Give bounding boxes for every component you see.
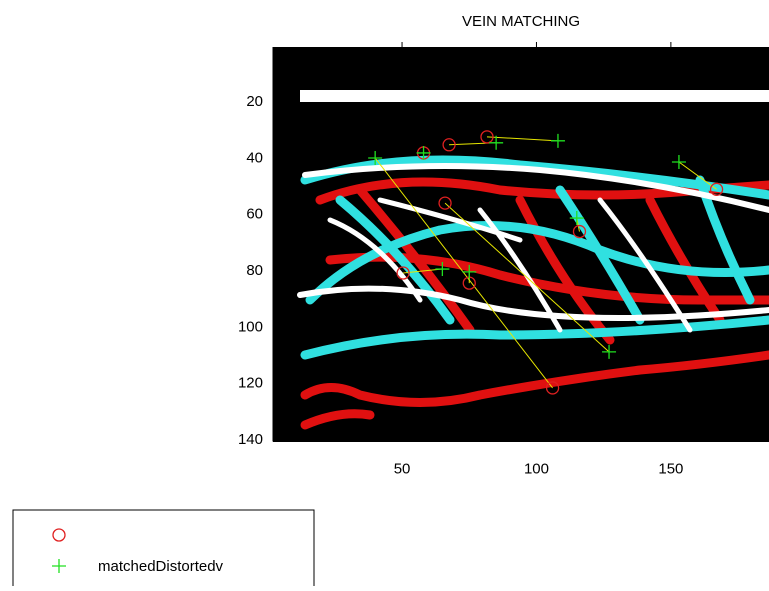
- image-background: [273, 47, 769, 442]
- chart-title: VEIN MATCHING: [462, 13, 580, 30]
- circle-marker: [438, 196, 452, 210]
- y-tick-label: 100: [238, 318, 263, 335]
- match-line: [444, 202, 610, 353]
- match-line: [678, 161, 717, 190]
- image-band: [300, 90, 769, 102]
- y-tick-label: 120: [238, 375, 263, 392]
- y-tick-label: 80: [246, 262, 263, 279]
- plus-marker: [435, 262, 450, 277]
- x-tick-label: 50: [394, 460, 411, 477]
- plus-marker: [52, 559, 66, 573]
- match-line: [486, 136, 558, 142]
- circle-marker: [442, 138, 456, 152]
- legend-box: [12, 509, 315, 591]
- circle-marker: [52, 528, 66, 542]
- plus-marker: [602, 344, 617, 359]
- y-tick-label: 140: [238, 431, 263, 448]
- plus-marker: [489, 135, 504, 150]
- vein-image: [273, 47, 769, 442]
- circle-marker: [396, 266, 410, 280]
- plus-marker: [416, 145, 431, 160]
- y-tick-label: 40: [246, 149, 263, 166]
- x-tick-label: 150: [658, 460, 683, 477]
- plus-marker: [550, 133, 565, 148]
- circle-marker: [480, 130, 494, 144]
- plus-marker: [671, 154, 686, 169]
- circle-marker: [572, 224, 587, 239]
- plus-marker: [462, 264, 477, 279]
- circle-marker: [545, 381, 560, 395]
- circle-marker: [709, 182, 724, 196]
- y-tick-label: 60: [246, 206, 263, 223]
- y-tick-label: 20: [246, 93, 263, 110]
- legend: matchedDistortedv: [12, 509, 315, 591]
- match-line: [374, 157, 553, 389]
- plus-marker: [569, 211, 584, 226]
- x-tick-label: 100: [524, 460, 549, 477]
- plot-marks: [368, 130, 724, 395]
- legend-label: matchedDistortedv: [98, 558, 224, 575]
- plus-marker: [368, 151, 383, 166]
